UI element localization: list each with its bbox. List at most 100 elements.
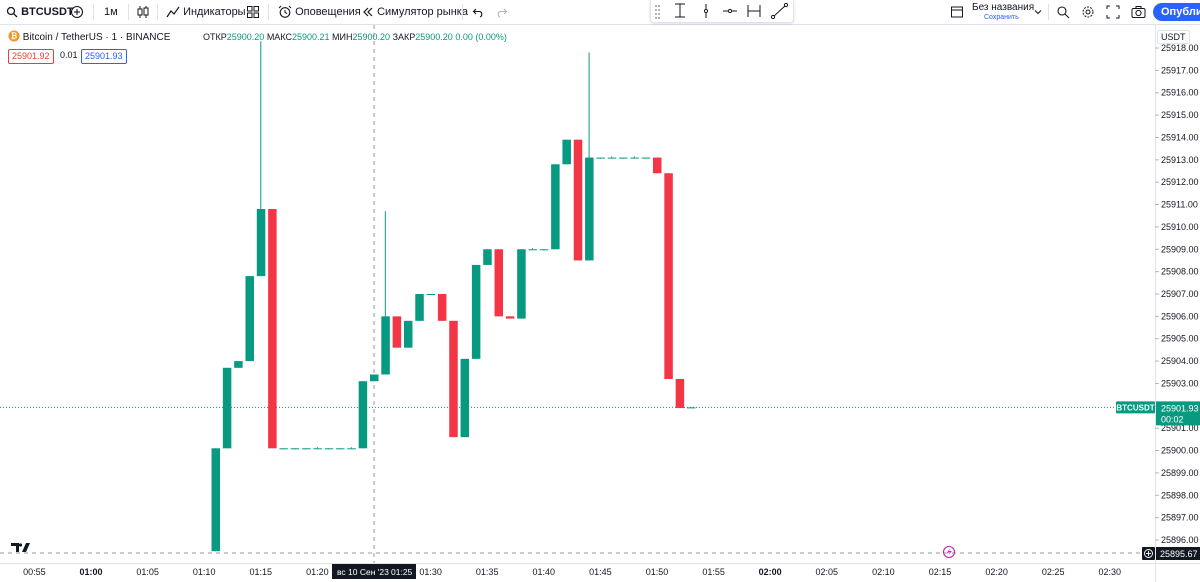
candles [211, 41, 696, 552]
price-tick-label: 25908.00 [1161, 267, 1199, 277]
candle [415, 294, 424, 321]
symbol-description: Bitcoin / TetherUS · 1 · BINANCE [22, 32, 171, 43]
candle-body [392, 316, 402, 348]
lightning-icon[interactable] [942, 545, 956, 559]
date-range-icon[interactable] [747, 5, 761, 17]
drag-handle-icon[interactable] [655, 5, 660, 19]
publish-button[interactable]: Опублик [1153, 3, 1200, 21]
redo-button[interactable] [496, 0, 508, 24]
symbol-search-button[interactable]: BTCUSDT [6, 0, 74, 24]
alarm-clock-icon [278, 5, 292, 18]
candle [653, 157, 662, 174]
trend-line-icon[interactable] [770, 2, 789, 20]
time-tick-label: 02:25 [1042, 567, 1065, 577]
price-tick-label: 25911.00 [1161, 200, 1198, 210]
divider [157, 4, 158, 20]
candle [664, 173, 673, 379]
candle [245, 276, 254, 362]
price-axis[interactable]: 25896.00 25897.00 25898.00 25899.00 25900.00… [1155, 43, 1199, 545]
price-tick-label: 25912.00 [1161, 177, 1199, 187]
candle [290, 448, 300, 450]
undo-button[interactable] [472, 0, 484, 24]
layout-dropdown-button[interactable] [1033, 0, 1043, 24]
candle-body [471, 264, 481, 359]
candle-body [234, 361, 243, 368]
layouts-button[interactable] [246, 0, 260, 24]
price-tick-label: 25899.00 [1161, 468, 1199, 478]
layout-name[interactable]: Без названия [972, 2, 1035, 13]
candle-body [460, 358, 470, 438]
candle [528, 248, 537, 251]
currency-unit[interactable]: USDT [1157, 30, 1190, 44]
candle-body [630, 157, 639, 159]
compare-button[interactable] [70, 0, 84, 24]
close-label: ЗАКР [392, 32, 416, 42]
candle [234, 361, 243, 368]
candle [460, 358, 470, 438]
divider [268, 4, 269, 20]
alerts-label: Оповещения [295, 6, 361, 18]
candle [562, 139, 571, 165]
open-value: 25900.20 [226, 32, 265, 42]
snapshot-button[interactable] [1131, 0, 1146, 24]
add-alert-plus-button[interactable] [1142, 547, 1155, 560]
candle [607, 156, 617, 159]
price-tick-label: 25901.00 [1161, 423, 1199, 433]
ohlc-values: ОТКР25900.20 МАКС25900.21 МИН25900.20 ЗА… [203, 30, 507, 44]
candle [494, 249, 504, 317]
horizontal-line-icon[interactable] [723, 8, 737, 14]
candle [686, 406, 696, 409]
time-tick-label: 01:00 [79, 567, 102, 577]
replay-button[interactable]: Симулятор рынка [362, 0, 468, 24]
candle-body [415, 294, 424, 321]
candle [279, 448, 288, 450]
alerts-button[interactable]: Оповещения [278, 0, 361, 24]
candle-body [426, 294, 436, 295]
candle-body [347, 448, 356, 450]
price-tick-label: 25910.00 [1161, 222, 1199, 232]
high-label: МАКС [266, 32, 292, 42]
candle [539, 249, 549, 251]
buy-price-button[interactable]: 25901.93 [81, 49, 127, 64]
symbol-legend[interactable]: ₿ Bitcoin / TetherUS · 1 · BINANCE [8, 30, 170, 45]
price-tick-label: 25915.00 [1161, 110, 1199, 120]
candle [573, 139, 583, 261]
indicators-icon [166, 6, 180, 18]
symbol-label: BTCUSDT [21, 6, 74, 18]
candle-body [290, 448, 300, 450]
candle-body [336, 448, 345, 450]
divider [128, 4, 129, 20]
price-range-icon[interactable] [675, 3, 685, 18]
candle [211, 448, 221, 552]
candle-body [449, 320, 458, 438]
divider [462, 4, 463, 20]
layout-save-status[interactable]: Сохранить [984, 14, 1019, 21]
quick-search-button[interactable] [1056, 0, 1070, 24]
time-tick-label: 01:25 [363, 567, 386, 577]
chart-type-button[interactable] [136, 0, 150, 24]
candle [336, 448, 345, 450]
time-tick-label: 01:50 [646, 567, 669, 577]
settings-button[interactable] [1081, 0, 1095, 24]
redo-icon [497, 8, 508, 18]
candle-body [573, 139, 583, 261]
interval-button[interactable]: 1м [104, 6, 118, 18]
time-axis[interactable]: 00:55 01:00 01:05 01:10 01:15 01:20 01:25 01:30… [23, 567, 1121, 577]
candle [641, 157, 651, 159]
indicators-label: Индикаторы [183, 6, 246, 18]
fullscreen-button[interactable] [1106, 0, 1120, 24]
candle [324, 448, 334, 450]
price-tick-label: 25906.00 [1161, 311, 1199, 321]
candle [585, 52, 594, 261]
time-tick-label: 01:15 [250, 567, 273, 577]
candle [358, 381, 368, 449]
vertical-line-icon[interactable] [703, 4, 709, 18]
sell-price-button[interactable]: 25901.92 [8, 49, 54, 64]
price-tick-label: 25914.00 [1161, 132, 1199, 142]
price-tick-label: 25917.00 [1161, 65, 1199, 75]
indicators-button[interactable]: Индикаторы [166, 0, 246, 24]
layout-menu-button[interactable] [950, 0, 964, 24]
candle-body [313, 448, 322, 450]
countdown-label: 00:02 [1161, 414, 1184, 424]
